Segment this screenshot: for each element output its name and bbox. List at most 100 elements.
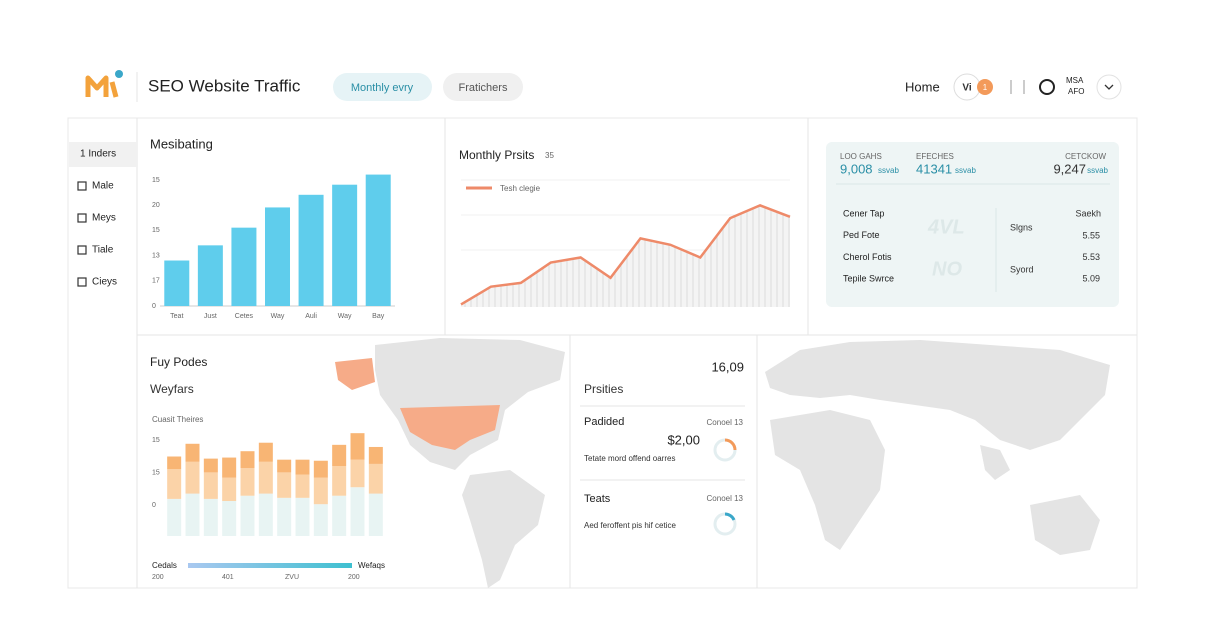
tab[interactable] (333, 73, 432, 101)
highlight-region (335, 358, 375, 390)
item-title: Teats (584, 493, 611, 505)
account-line[interactable]: MSA (1066, 76, 1084, 85)
line (460, 204, 791, 306)
bar (197, 245, 223, 306)
legend-tick: 200 (152, 574, 164, 581)
icon[interactable] (1039, 79, 1055, 95)
account-line[interactable]: AFO (1068, 87, 1084, 96)
stat-label: LOO GAHS (840, 152, 882, 161)
bar-segment (332, 444, 347, 467)
stat-right: 5.55 (1082, 230, 1100, 240)
bar-segment (368, 463, 383, 494)
stat-value: 41341 (916, 161, 952, 176)
stats-card (826, 142, 1119, 307)
tab-label[interactable]: Monthly evry (351, 82, 414, 94)
bar-segment (313, 460, 328, 478)
item-text: Aed feroffent pis hif cetice (584, 521, 676, 530)
tab-label[interactable]: Fratichers (459, 82, 508, 94)
chart-subtitle: Cuasit Theires (152, 415, 203, 424)
bar-segment (240, 495, 255, 536)
gauge-arc (724, 438, 737, 451)
nav-home[interactable]: Home (905, 79, 940, 94)
legend-start: Cedals (152, 561, 177, 570)
tab[interactable] (443, 73, 523, 101)
nav-icon (77, 181, 87, 191)
x-tick-label: Just (204, 313, 217, 320)
stat-right: 5.53 (1082, 252, 1100, 262)
chart-title: Weyfars (150, 382, 194, 396)
stat-row: Cener Tap (843, 208, 884, 218)
chevron (1104, 84, 1114, 90)
nav-item[interactable]: Cieys (92, 277, 117, 288)
bar-segment (222, 457, 237, 478)
stat-value: 9,247 (1053, 161, 1086, 176)
map-americas (335, 338, 565, 588)
watermark: NO (932, 258, 962, 280)
stat-value: 9,008 (840, 161, 873, 176)
bar-segment (240, 468, 255, 496)
x-tick-label: Way (271, 313, 285, 320)
stat-unit: ssvab (1087, 166, 1108, 175)
y-label: 13 (152, 252, 160, 259)
item-meta: Conoel 13 (707, 418, 744, 427)
page-title: SEO Website Traffic (148, 76, 301, 95)
y-label: 15 (152, 469, 160, 476)
stat-mid: Syord (1010, 264, 1034, 274)
highlight-region (400, 405, 500, 450)
logo (85, 75, 109, 97)
menu-button[interactable] (1096, 74, 1122, 100)
bar-segment (167, 456, 182, 470)
nav-item[interactable]: Male (92, 181, 114, 192)
total: 16,09 (711, 359, 744, 374)
item-title: Padided (584, 416, 624, 428)
bar-segment (203, 472, 218, 499)
y-label: 20 (152, 202, 160, 209)
nav-item[interactable]: Meys (92, 213, 116, 224)
card (67, 117, 1138, 589)
sidebar-active (69, 142, 137, 167)
legend-tick: 401 (222, 574, 234, 581)
bar-segment (203, 458, 218, 473)
section-title: Prsities (584, 382, 623, 396)
bar-segment (350, 459, 365, 488)
legend-tick: ZVU (285, 574, 299, 581)
stat-row: Cherol Fotis (843, 252, 892, 262)
nav-item[interactable]: 1 Inders (80, 149, 116, 160)
stat-unit: ssvab (955, 166, 976, 175)
legend-tick: 200 (348, 574, 360, 581)
stat-label: EFECHES (916, 152, 954, 161)
bar-segment (277, 472, 292, 498)
logo-dot (115, 70, 123, 78)
x-tick-label: Auli (305, 313, 317, 320)
bar-segment (368, 493, 383, 536)
stats: LOO GAHS 9,008 ssvab EFECHES 41341 ssvab… (840, 152, 1109, 280)
nav-icon (77, 213, 87, 223)
chart-title: Monthly Prsits (459, 148, 534, 162)
badge (977, 79, 993, 95)
bar-segment (313, 504, 328, 536)
stat-row: Tepile Swrce (843, 273, 894, 283)
gauge-arc (724, 512, 736, 521)
bar-segment (332, 495, 347, 536)
avatar-initials[interactable]: Vi (962, 83, 971, 94)
bar (231, 227, 257, 306)
nav-item[interactable]: Tiale (92, 245, 114, 256)
bar-segment (240, 451, 255, 469)
bar (332, 184, 358, 306)
y-label: 17 (152, 278, 160, 285)
bar-segment (222, 477, 237, 502)
stat-unit: ssvab (878, 166, 899, 175)
bar-segment (167, 469, 182, 499)
bar (365, 174, 391, 306)
bar-segment (295, 497, 310, 536)
badge-count: 1 (983, 83, 988, 92)
x-tick-label: Cetes (235, 313, 254, 320)
stat-header: Saekh (1075, 208, 1101, 218)
bar-segment (350, 433, 365, 460)
bar-segment (258, 442, 273, 462)
watermark: 4VL (927, 216, 965, 238)
stat-label: CETCKOW (1065, 152, 1106, 161)
nav-icon (77, 277, 87, 287)
bar-segment (313, 477, 328, 505)
